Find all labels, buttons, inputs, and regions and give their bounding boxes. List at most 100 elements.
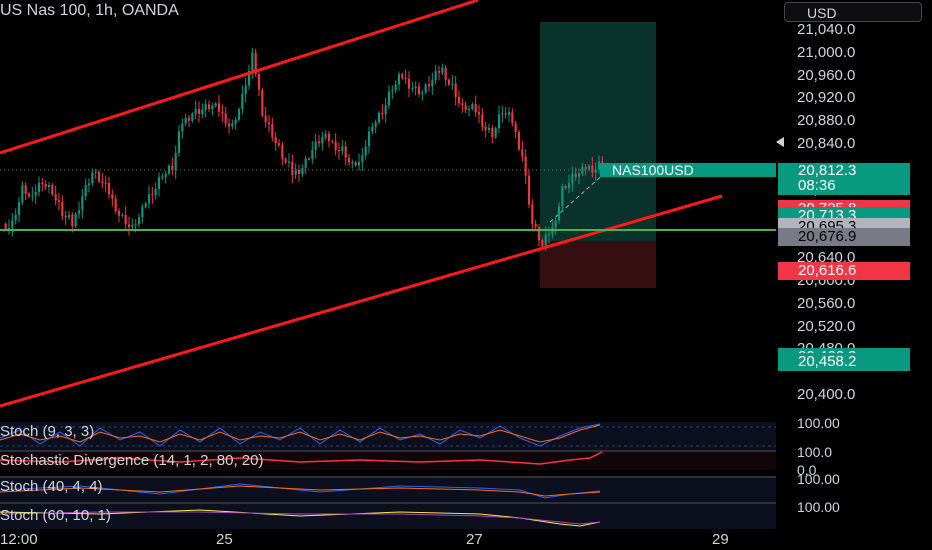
candle-body [314,141,317,150]
candle-body [601,161,604,165]
candle-body [544,234,547,246]
candle-body [504,113,507,115]
ticker-header[interactable]: US Nas 100, 1h, OANDA [0,2,179,19]
candle-body [281,144,284,159]
candle-body [194,109,197,114]
candle-body [174,152,177,171]
candle-body [537,226,541,241]
candle-body [454,83,457,97]
candle-body [134,224,137,226]
candle-body [444,67,447,80]
candle-body [584,166,587,170]
candle-body [297,169,301,175]
candle-body [221,111,224,114]
candle-body [241,93,244,110]
candle-body [131,225,134,227]
candle-body [354,162,357,166]
candle-body [44,183,47,188]
indicator-axis-1: 100.00 [797,415,840,431]
indicator-axis-3: 100.00 [797,471,840,487]
time-label-1: 12:00 [0,531,38,548]
indicator-stoch-9[interactable]: Stoch (9, 3, 3) [0,423,95,440]
position-loss-zone[interactable] [540,241,656,288]
candle-body [227,123,231,127]
indicator-stoch-60[interactable]: Stoch (60, 10, 1) [0,507,111,524]
candle-body [191,113,194,121]
candle-body [367,131,371,147]
candle-body [494,128,497,138]
candle-body [401,74,404,78]
candle-body [224,113,227,124]
candle-body [484,126,487,130]
candle-body [471,104,474,109]
candle-body [407,78,411,89]
candle-body [501,113,504,115]
candle-body [334,141,337,151]
candle-body [61,201,64,216]
candle-body [561,186,564,207]
candle-body [84,185,87,197]
interval[interactable]: 1h [95,2,113,19]
candle-body [451,83,454,85]
candle-body [524,156,527,176]
candle-body [54,194,57,201]
candle-body [14,214,17,221]
channel-upper-line[interactable] [0,0,479,155]
current-price-tag: 20,812.3 08:36 [778,163,910,195]
candle-body [34,191,37,196]
candle-body [107,183,111,195]
candle-body [187,117,191,121]
price-axis-label: 20,960.0 [797,66,856,84]
candles-group [4,47,604,251]
candle-body [264,115,267,123]
candle-body [201,109,204,115]
indicator-stoch-divergence[interactable]: Stochastic Divergence (14, 1, 2, 80, 20) [0,452,264,469]
price-axis-label: 21,000.0 [797,43,856,61]
indicator-stoch-40[interactable]: Stoch (40, 4, 4) [0,478,103,495]
symbol-name[interactable]: US Nas 100 [0,2,87,19]
candle-body [307,158,311,160]
candle-body [397,74,401,85]
candle-body [491,127,494,138]
position-profit-zone[interactable] [540,22,656,241]
candle-body [377,112,381,123]
candle-body [254,52,257,75]
candle-body [427,84,431,87]
candle-body [274,137,277,144]
channel-lower-line[interactable] [0,194,723,408]
candle-body [467,108,471,111]
candle-body [27,193,31,197]
candle-body [464,105,467,111]
candle-body [331,141,334,143]
candle-body [41,182,44,184]
candle-body [381,112,384,115]
candle-body [417,86,421,95]
price-axis-label: 20,560.0 [797,294,856,312]
indicator-panes [0,422,776,529]
candle-body [391,90,394,92]
candle-body [337,150,341,152]
candle-body [414,86,417,89]
candle-body [411,88,414,90]
candle-body [421,92,424,95]
stoch-div-line [0,451,603,465]
candle-body [371,126,374,132]
candle-body [74,213,77,227]
scroll-arrow-icon[interactable] [776,137,784,147]
candle-body [437,71,441,73]
candle-body [124,214,127,225]
candle-body [204,104,207,110]
candle-body [177,131,181,153]
candle-body [321,137,324,144]
candle-body [97,171,101,182]
candle-body [594,169,597,173]
candle-body [507,112,511,115]
candle-body [311,149,314,159]
currency-selector[interactable]: USD [784,2,922,22]
candle-body [154,188,157,196]
candle-body [47,184,51,188]
candle-body [327,133,331,142]
candle-body [301,168,304,175]
bar-countdown: 08:36 [798,177,836,194]
